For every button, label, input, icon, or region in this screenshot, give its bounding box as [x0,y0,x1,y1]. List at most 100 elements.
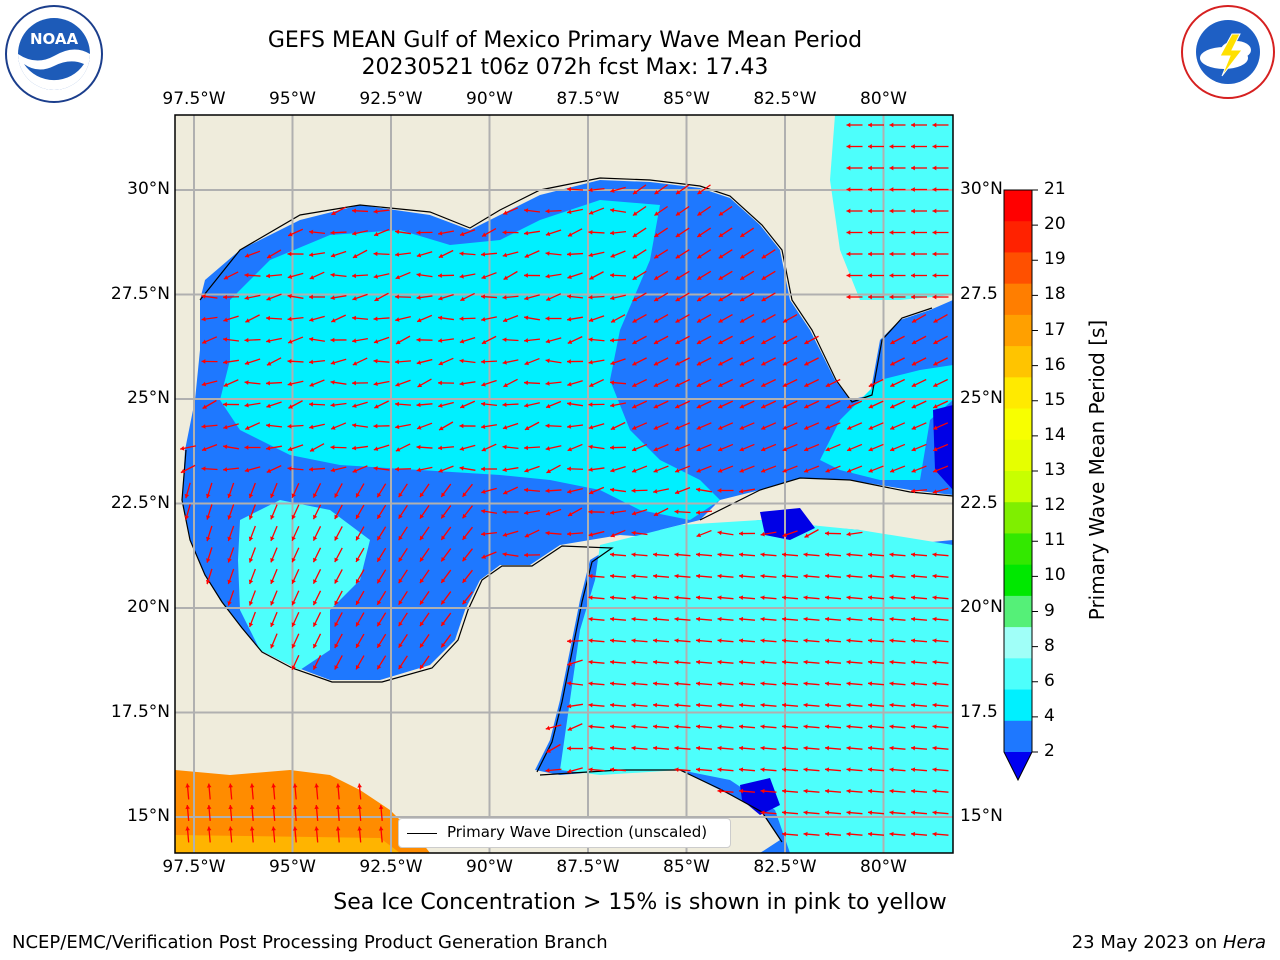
wave-arrow-head [717,616,722,622]
wave-arrow-head [248,515,254,520]
wave-arrow-head [890,425,895,430]
wave-arrow-head [675,468,680,473]
wave-arrow-head [588,681,593,686]
wave-arrow-head [610,188,615,193]
wave-arrow-head [740,254,745,259]
colorbar-band [1004,221,1032,253]
wave-arrow-head [932,294,937,300]
wave-arrow-head [911,144,915,149]
colorbar-tick-label: 6 [1044,670,1055,691]
wave-arrow-head [803,573,808,579]
colorbar-band [1004,252,1032,285]
wave-arrow-head [545,251,550,256]
wave-arrow-head [825,404,831,409]
wave-arrow-head [502,360,507,365]
wave-arrow-head [524,273,528,278]
wave-arrow-head [717,788,722,794]
wave-arrow-head [419,600,425,605]
wave-arrow-head [567,251,571,257]
wave-arrow-head [803,831,808,837]
wave-arrow-head [631,595,636,600]
wave-arrow-head [889,702,894,708]
lon-tick-top: 97.5°W [162,89,226,109]
wave-arrow-head [846,187,851,192]
wave-arrow-head [804,446,809,452]
wave-arrow-head [503,490,508,495]
wave-arrow-head [545,338,551,344]
wave-arrow-head [335,805,341,810]
lat-tick-right: 15°N [960,806,1003,826]
wave-arrow-head [459,316,464,321]
wave-arrow-head [567,489,572,494]
wave-arrow-head [416,272,421,278]
wave-arrow-head [761,382,766,387]
wave-direction-arrows [180,122,949,843]
wave-arrow-head [653,573,658,579]
wave-arrow-head [911,208,915,214]
wave-arrow-head [610,230,615,236]
wave-arrow-head [352,361,358,366]
wave-arrow-head [696,382,702,387]
wave-arrow-head [417,383,423,388]
wave-arrow-head [287,358,292,364]
wave-arrow-head [653,404,659,409]
wave-arrow-head [632,382,637,387]
wave-arrow-head [610,510,615,515]
wave-arrow-head [717,702,722,708]
wave-arrow-head [610,767,615,772]
colorbar-tick-label: 10 [1044,565,1066,586]
wave-arrow-head [825,382,831,387]
wave-arrow-head [266,315,271,321]
wave-arrow-head [438,403,443,408]
sea-4-6s-central [220,200,720,520]
wave-arrow-head [223,402,227,407]
colorbar-tick-label: 18 [1044,284,1066,305]
wave-arrow-head [227,536,232,542]
wave-arrow-head [309,229,314,235]
wave-arrow-head [889,122,894,128]
wave-arrow-head [889,230,894,235]
colorbar-tick-label: 14 [1044,424,1066,445]
wave-arrow-head [631,552,636,557]
wave-arrow-head [674,552,679,557]
wave-arrow-head [416,467,421,473]
wave-arrow-head [803,552,808,557]
wave-arrow-head [889,595,894,600]
wave-arrow-head [675,489,680,495]
wave-arrow-head [717,488,722,493]
wave-arrow-head [373,381,378,387]
lat-tick-right: 27.5 [960,283,998,304]
wave-arrow-head [288,232,293,237]
wave-arrow-head [911,273,915,278]
wave-arrow-head [545,423,550,429]
machine-name: Hera [1222,932,1266,953]
wave-arrow-head [739,382,745,387]
lon-tick-top: 90°W [466,89,513,109]
wave-arrow-head [201,316,206,322]
wave-arrow-head [653,724,658,729]
wave-arrow-head [631,724,636,729]
wave-arrow-head [846,294,851,300]
wave-arrow-head [782,831,787,837]
wave-arrow-head [610,337,615,343]
colorbar-extend-min [1004,752,1032,780]
wave-arrow-head [718,318,724,323]
wave-arrow-head [911,767,916,772]
legend-line-swatch [407,833,437,834]
wave-arrow-head [846,681,851,686]
wave-arrow-head [292,826,298,831]
wave-arrow-head [846,273,851,278]
wave-arrow-head [610,402,615,408]
wave-arrow-head [248,601,254,606]
wave-arrow-head [395,229,400,235]
wave-arrow-head [696,510,701,515]
lon-tick-top: 87.5°W [556,89,620,109]
wave-arrow-head [334,579,339,584]
wave-arrow-head [309,447,315,452]
wave-arrow-head [244,360,250,365]
wave-arrow-head [334,536,339,541]
wave-arrow-head [395,382,400,387]
wave-arrow-head [804,404,809,409]
wave-arrow-head [416,295,421,300]
wave-arrow-head [782,745,787,751]
